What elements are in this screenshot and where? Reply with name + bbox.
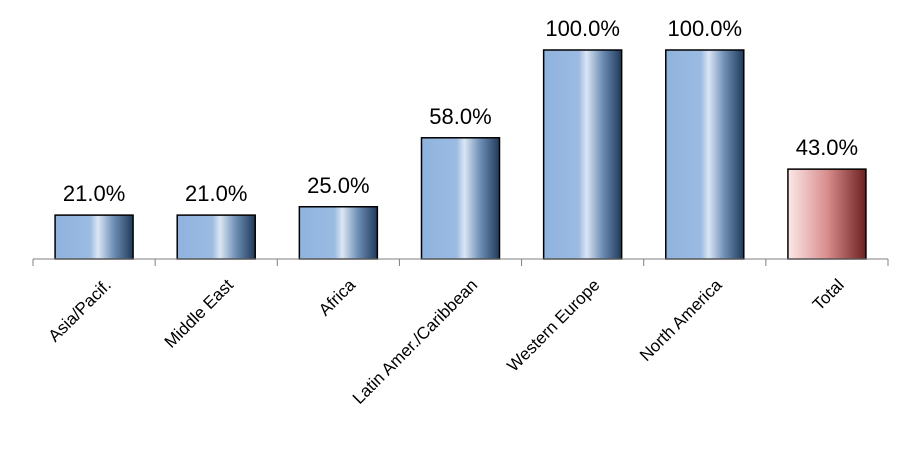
value-labels-layer: 21.0% 21.0% 25.0% 58.0% 100.0% 100.0% 43.0% [63, 16, 858, 206]
category-label: Africa [315, 275, 360, 320]
bar-asia-pacif [54, 214, 134, 260]
value-label: 100.0% [545, 16, 620, 41]
bar-middle-east [176, 214, 256, 260]
bar-latin-amer-caribbean [420, 137, 501, 260]
x-axis [32, 258, 889, 266]
value-label: 25.0% [307, 173, 369, 198]
category-label: North America [636, 275, 726, 365]
value-label: 43.0% [796, 135, 858, 160]
bar-north-america [665, 49, 745, 260]
value-label: 21.0% [185, 181, 247, 206]
category-label: Western Europe [503, 275, 603, 375]
category-label: Middle East [161, 275, 237, 351]
bar-total [787, 168, 867, 260]
category-label: Latin Amer./Caribbean [349, 275, 481, 407]
value-label: 58.0% [429, 104, 491, 129]
bar-africa [298, 206, 379, 260]
category-label: Total [809, 275, 848, 314]
value-label: 21.0% [63, 181, 125, 206]
bars-layer [54, 49, 867, 260]
bar-western-europe [542, 49, 623, 260]
category-label: Asia/Pacif. [45, 275, 115, 345]
value-label: 100.0% [667, 16, 742, 41]
